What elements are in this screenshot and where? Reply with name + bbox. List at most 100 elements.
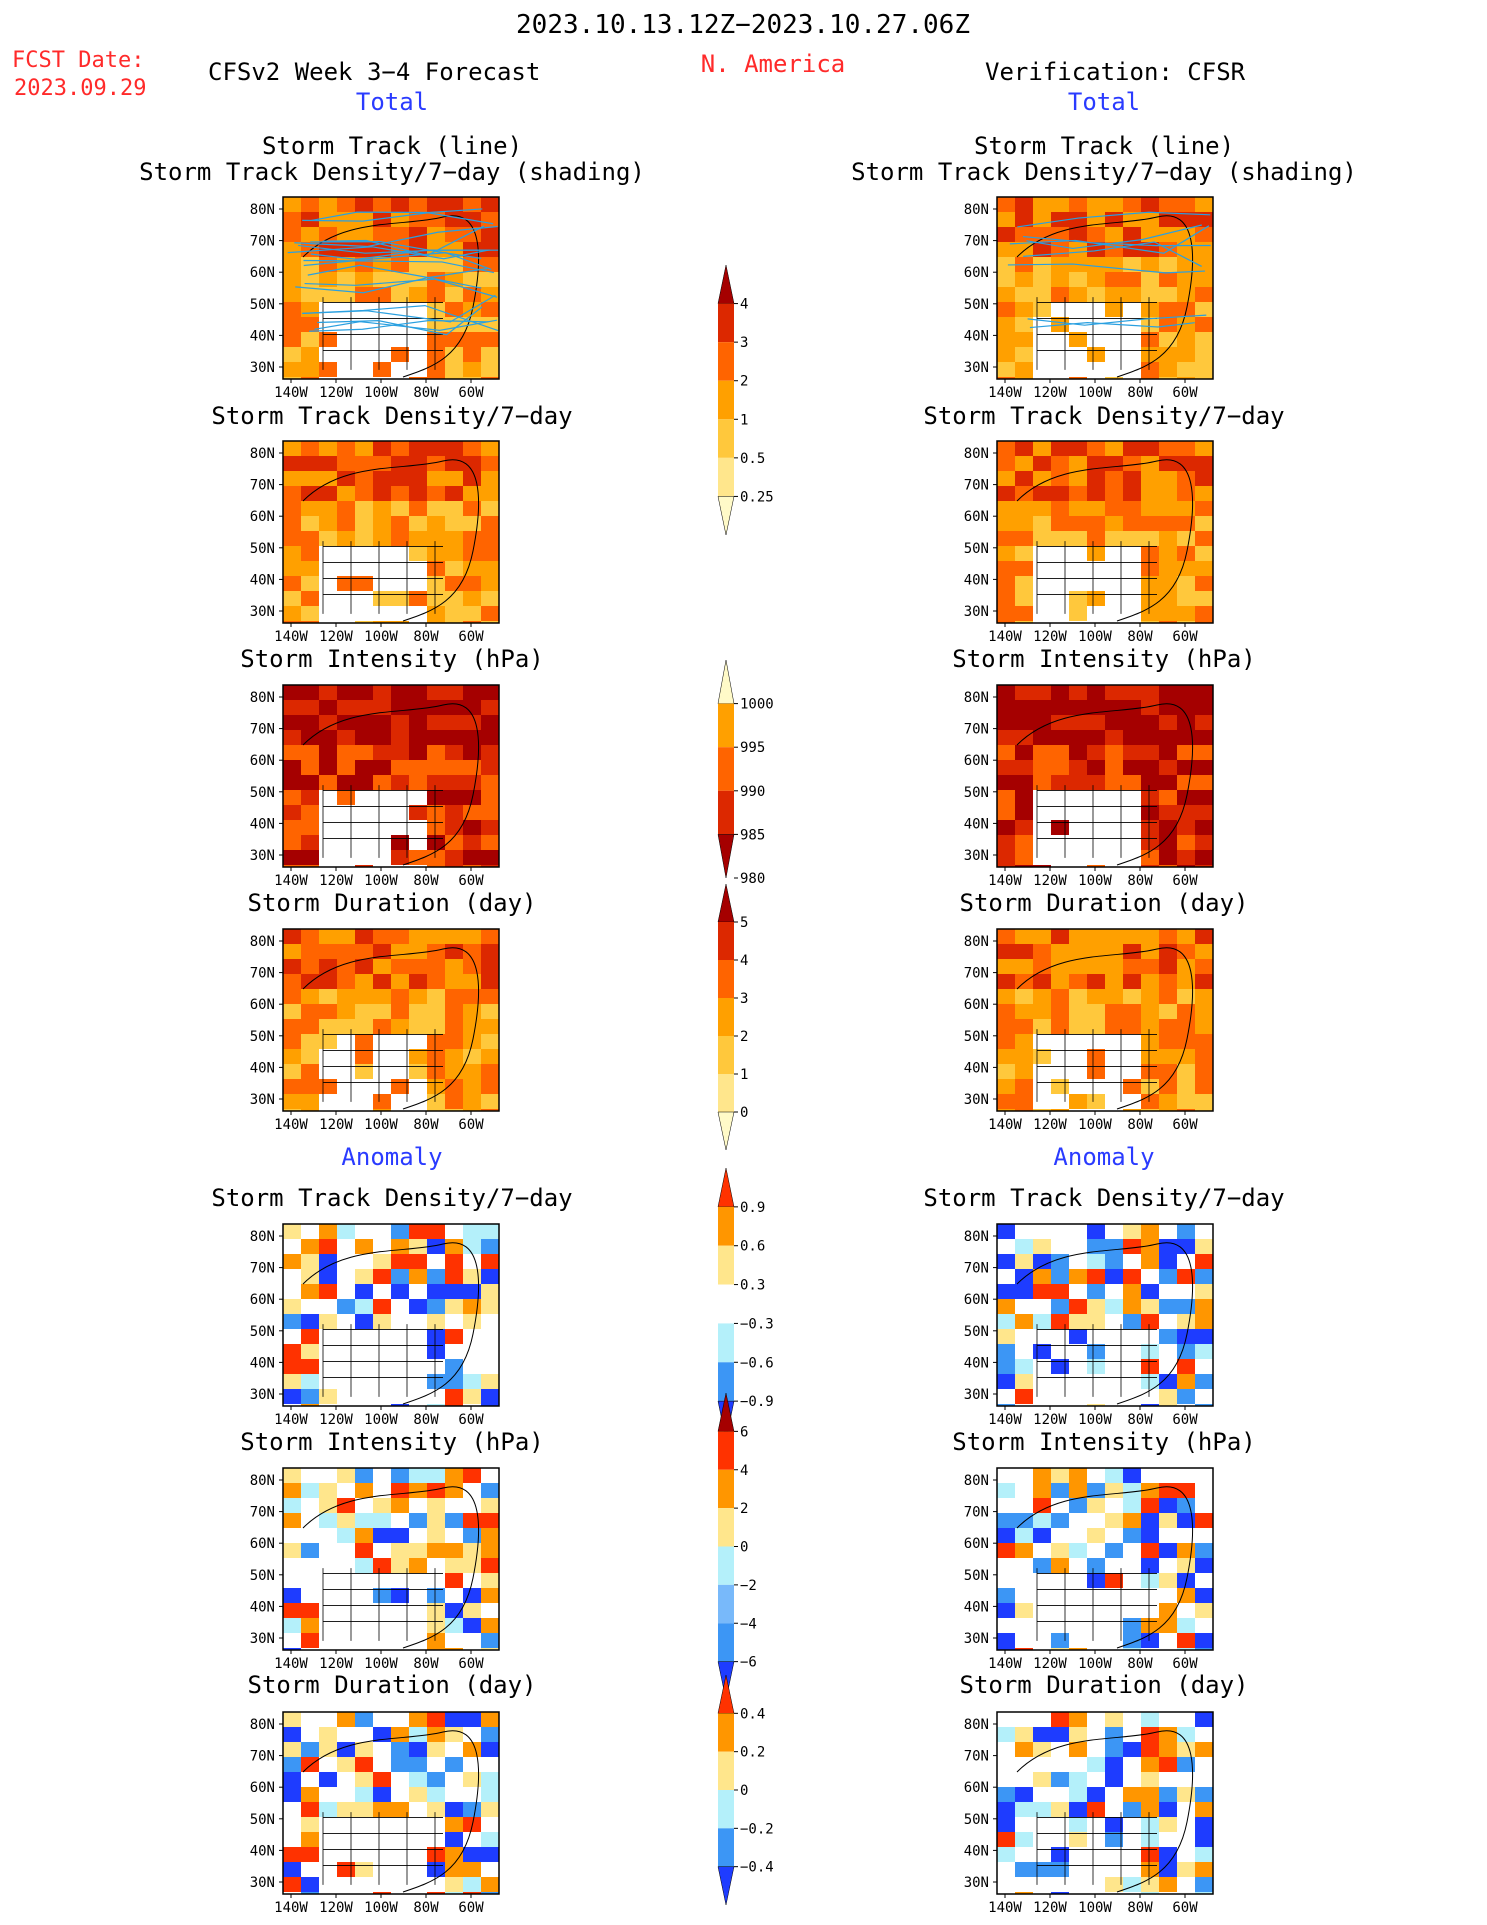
- shade-cell: [427, 1269, 445, 1284]
- shade-cell: [1069, 775, 1087, 790]
- shade-cell: [373, 730, 391, 745]
- shade-cell: [481, 1892, 499, 1894]
- shade-cell: [427, 1802, 445, 1817]
- shade-cell: [1195, 576, 1213, 591]
- panel-frame: [996, 1711, 1214, 1895]
- shade-cell: [427, 227, 445, 242]
- lon-tick-label: 60W: [458, 1412, 484, 1428]
- shade-cell: [409, 1483, 427, 1498]
- shade-cell: [445, 1513, 463, 1528]
- shade-cell: [481, 1498, 499, 1513]
- shade-cell: [997, 989, 1015, 1004]
- shade-cell: [1141, 501, 1159, 516]
- shade-cell: [1123, 1727, 1141, 1742]
- shade-cell: [283, 1064, 301, 1079]
- shade-cell: [1195, 1284, 1213, 1299]
- shade-cell: [427, 820, 445, 835]
- shade-cell: [1069, 441, 1087, 456]
- shade-cell: [997, 257, 1015, 272]
- shade-cell: [1015, 730, 1033, 745]
- shade-cell: [1177, 974, 1195, 989]
- shade-cell: [481, 441, 499, 456]
- shade-cell: [463, 989, 481, 1004]
- colorbar-tick-label: 4: [740, 1463, 748, 1479]
- shade-cell: [1105, 1004, 1123, 1019]
- shade-cell: [337, 516, 355, 531]
- shade-cell: [481, 1618, 499, 1633]
- shade-cell: [1177, 944, 1195, 959]
- shade-cell: [1051, 820, 1069, 835]
- shade-cell: [427, 621, 445, 623]
- shade-cell: [301, 1269, 319, 1284]
- shade-cell: [319, 212, 337, 227]
- shade-cell: [1141, 242, 1159, 257]
- shade-cell: [1069, 1513, 1087, 1528]
- shade-cell: [445, 1543, 463, 1558]
- shade-cell: [319, 362, 337, 377]
- colorbar-segment: [718, 1469, 734, 1509]
- shade-cell: [319, 1543, 337, 1558]
- shade-cell: [301, 332, 319, 347]
- shade-cell: [463, 1389, 481, 1404]
- shade-cell: [427, 790, 445, 805]
- shade-cell: [1033, 441, 1051, 456]
- shade-cell: [301, 1374, 319, 1389]
- lat-tick-label: 60N: [964, 1780, 989, 1796]
- lon-tick-label: 100W: [1078, 1412, 1112, 1428]
- shade-cell: [1033, 1344, 1051, 1359]
- shade-cell: [373, 501, 391, 516]
- shade-cell: [409, 1727, 427, 1742]
- shade-cell: [391, 591, 409, 606]
- shade-cell: [1105, 685, 1123, 700]
- shade-cell: [1015, 1239, 1033, 1254]
- shade-cell: [409, 471, 427, 486]
- shade-cell: [337, 1513, 355, 1528]
- shade-cell: [1159, 1618, 1177, 1633]
- shade-cell: [373, 1019, 391, 1034]
- shade-cell: [409, 257, 427, 272]
- shade-cell: [445, 1079, 463, 1094]
- shade-cell: [481, 1712, 499, 1727]
- shade-cell: [373, 1558, 391, 1573]
- shade-cell: [463, 1064, 481, 1079]
- shade-cell: [481, 257, 499, 272]
- shade-cell: [463, 561, 481, 576]
- shade-cell: [355, 516, 373, 531]
- shade-cell: [391, 1468, 409, 1483]
- shade-cell: [1123, 1299, 1141, 1314]
- shade-cell: [1141, 377, 1159, 379]
- shade-cell: [355, 1712, 373, 1727]
- shade-cell: [1123, 456, 1141, 471]
- shade-cell: [463, 212, 481, 227]
- shade-cell: [1015, 347, 1033, 362]
- lat-tick-label: 50N: [964, 1324, 989, 1340]
- shade-cell: [1177, 1019, 1195, 1034]
- shade-cell: [1069, 944, 1087, 959]
- shade-cell: [1177, 1269, 1195, 1284]
- shade-cell: [1159, 197, 1177, 212]
- shade-cell: [445, 1109, 463, 1111]
- shade-cell: [1051, 1892, 1069, 1894]
- shade-cell: [373, 745, 391, 760]
- shade-cell: [1069, 1648, 1087, 1650]
- lat-tick-label: 50N: [964, 1568, 989, 1584]
- shade-cell: [319, 441, 337, 456]
- shade-cell: [301, 974, 319, 989]
- lon-tick-label: 60W: [458, 1117, 484, 1133]
- shade-cell: [1177, 1892, 1195, 1894]
- colorbar-segment: [718, 380, 734, 420]
- shade-cell: [283, 1573, 301, 1588]
- shade-cell: [355, 486, 373, 501]
- shade-cell: [409, 745, 427, 760]
- colorbar-tick-label: 6: [740, 1424, 748, 1440]
- shade-cell: [1195, 989, 1213, 1004]
- shade-cell: [1105, 1712, 1123, 1727]
- shade-cell: [1195, 1787, 1213, 1802]
- shade-cell: [1195, 621, 1213, 623]
- shade-cell: [373, 760, 391, 775]
- shade-cell: [319, 745, 337, 760]
- shade-cell: [463, 1588, 481, 1603]
- shade-cell: [1177, 1772, 1195, 1787]
